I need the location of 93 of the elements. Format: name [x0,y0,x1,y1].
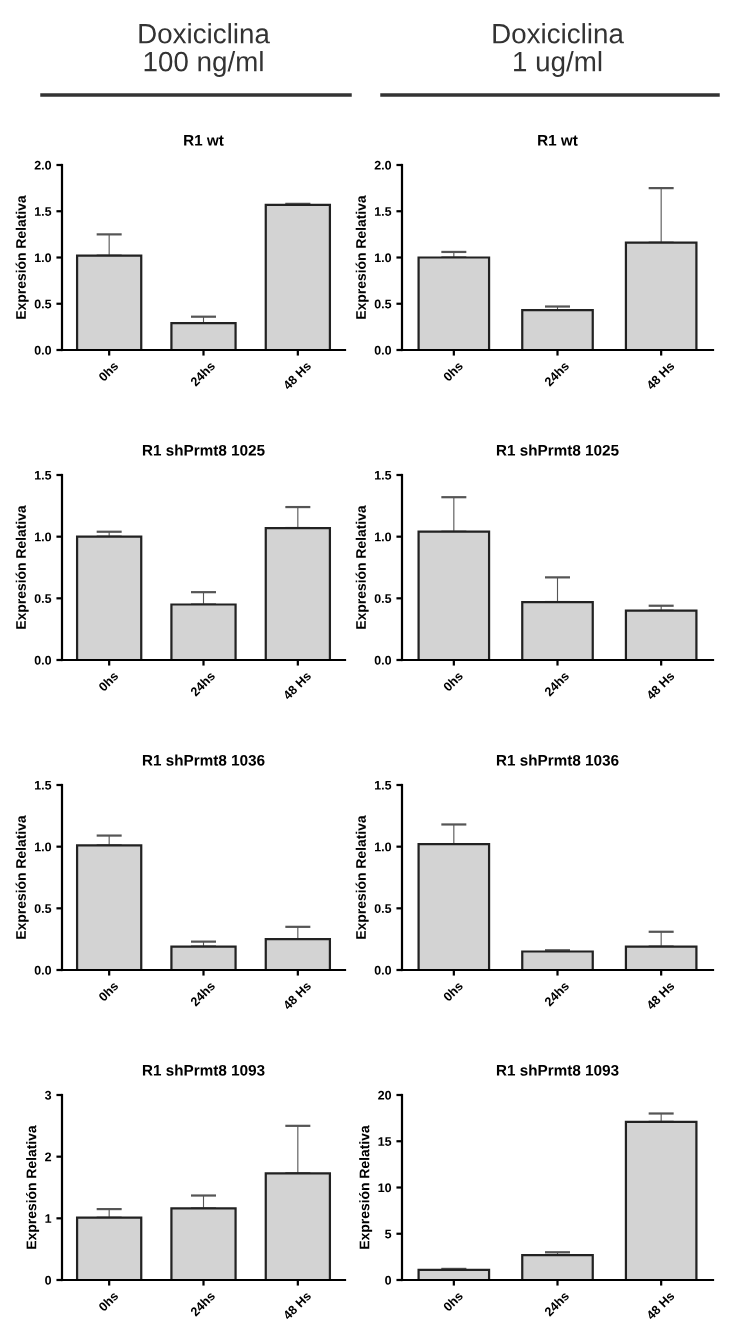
bar [75,254,143,350]
y-tick-label: 0.5 [374,594,392,603]
x-tick-label: 0hs [97,1290,119,1312]
y-tick-label: 2.0 [34,160,52,170]
x-tick-label: 48 Hs [282,1291,312,1321]
y-tick-label: 0.0 [34,965,52,975]
y-tick-label: 1.5 [375,780,392,790]
text: Doxiciclina 100 ng/ml [139,23,270,77]
x-tick-label: 48 Hs [282,981,312,1011]
x-tick-label: 48 Hs [645,361,675,391]
y-tick-label: 1.5 [35,470,52,480]
y-tick-label: 2 [45,1152,52,1162]
bar [170,322,237,350]
y-tick-label: 1.0 [375,532,392,542]
x-tick-label: 0hs [442,980,464,1002]
bar [521,600,594,660]
x-tick-label: 48 Hs [645,1291,675,1321]
y-tick-label: 1 [45,1214,52,1223]
bar [624,609,698,660]
y-tick-label: 1.5 [375,470,392,480]
y-tick-label: 0 [45,1275,52,1285]
bar [264,526,332,660]
bar [417,843,491,970]
bar [521,309,594,350]
x-tick-label: 0hs [97,670,119,692]
x-tick-label: 48 Hs [282,671,312,701]
chart-title: R1 shPrmt8 1093 [142,1064,265,1076]
bar [417,1268,491,1280]
y-tick-label: 1.0 [35,532,52,542]
bar [624,945,698,970]
y-tick-label: 0.0 [374,965,392,975]
bar [75,535,143,660]
y-axis-title: Expresión Relativa [355,815,369,939]
y-tick-label: 2.0 [374,160,392,170]
y-tick-label: 3 [44,1090,52,1100]
x-tick-label: 48 Hs [645,671,675,701]
x-tick-label: 0hs [442,1290,464,1312]
y-tick-label: 1.5 [375,207,392,216]
y-tick-label: 1.0 [35,842,52,852]
y-tick-label: 1.0 [35,253,52,263]
y-tick-label: 1.5 [35,207,52,216]
y-axis-title: Expresión Relativa [355,505,369,629]
y-tick-label: 0.5 [34,299,52,309]
y-tick-label: 15 [378,1137,392,1146]
chart-title: R1 shPrmt8 1025 [496,444,619,456]
y-tick-label: 0.0 [34,345,52,355]
chart-title: R1 shPrmt8 1036 [142,754,265,766]
bar [417,256,491,350]
y-axis-title: Expresión Relativa [359,1125,373,1249]
y-axis-title: Expresión Relativa [15,195,29,319]
y-axis-title: Expresión Relativa [355,195,369,319]
y-axis-title: Expresión Relativa [26,1125,40,1249]
bar [264,1172,332,1280]
bar [521,1253,594,1280]
bar [170,1207,237,1280]
bar [624,241,698,350]
chart-title: R1 shPrmt8 1093 [496,1064,619,1076]
y-tick-label: 20 [378,1090,392,1100]
y-tick-label: 0.5 [34,594,52,603]
text: Doxiciclina 1 ug/ml [493,23,624,77]
chart-title: R1 shPrmt8 1025 [142,444,265,456]
x-tick-label: 48 Hs [645,981,675,1011]
chart-title: R1 wt [538,135,578,146]
y-tick-label: 0.0 [34,655,52,665]
y-tick-label: 1.0 [375,842,392,852]
y-tick-label: 0.5 [374,904,392,913]
bar [75,1216,143,1280]
bar [521,950,594,970]
y-tick-label: 10 [378,1183,392,1193]
y-tick-label: 1.5 [35,780,52,790]
x-tick-label: 0hs [97,360,119,382]
y-tick-label: 0.0 [374,655,392,665]
x-tick-label: 48 Hs [282,361,312,391]
bar [264,938,332,970]
y-axis-title: Expresión Relativa [15,505,29,629]
bar [264,203,332,350]
bar [624,1120,698,1280]
y-tick-label: 5 [385,1229,392,1239]
chart-title: R1 wt [184,135,224,146]
y-tick-label: 0.0 [374,345,392,355]
x-tick-label: 0hs [442,360,464,382]
chart-title: R1 shPrmt8 1036 [496,754,619,766]
bar [170,945,237,970]
x-tick-label: 0hs [442,670,464,692]
y-tick-label: 0 [385,1275,392,1285]
bar [417,530,491,660]
bar [75,844,143,970]
x-tick-label: 0hs [97,980,119,1002]
y-tick-label: 0.5 [374,299,392,309]
y-axis-title: Expresión Relativa [15,815,29,939]
bar [170,603,237,660]
y-tick-label: 0.5 [34,904,52,913]
y-tick-label: 1.0 [375,253,392,263]
